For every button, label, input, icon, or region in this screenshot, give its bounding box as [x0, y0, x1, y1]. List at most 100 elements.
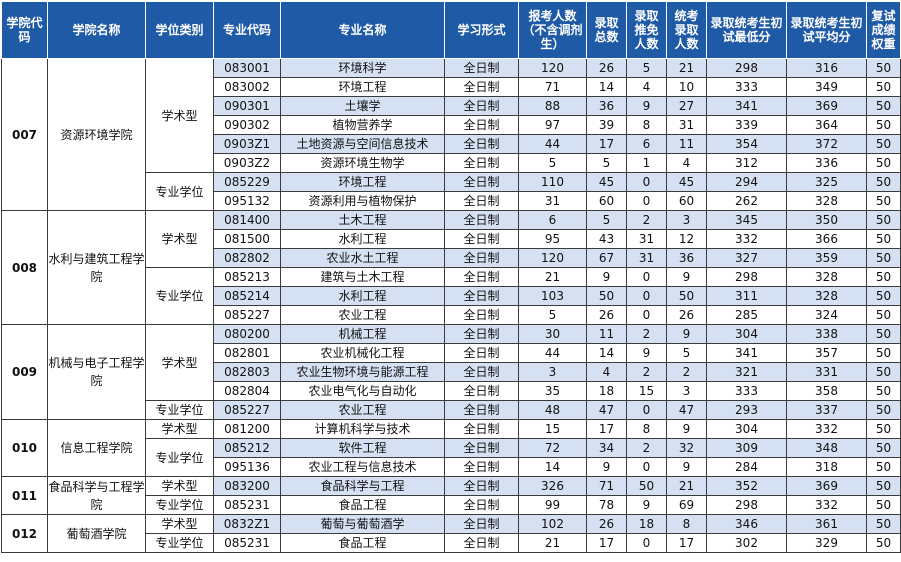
weight-cell: 50 — [866, 362, 901, 382]
major-name-cell: 农业电气化与自动化 — [280, 381, 445, 401]
exam-admitted-cell: 47 — [666, 400, 707, 420]
avg-score-cell: 364 — [786, 115, 867, 135]
admitted-total-cell: 11 — [586, 324, 627, 344]
study-form-cell: 全日制 — [444, 514, 519, 534]
table-row: 012 葡萄酒学院 学术型 0832Z1 葡萄与葡萄酒学 全日制 102 26 18 8 346 36… — [1, 514, 901, 553]
weight-cell: 50 — [866, 324, 901, 344]
recommended-cell: 2 — [626, 362, 667, 382]
exam-admitted-cell: 9 — [666, 267, 707, 287]
applicants-cell: 120 — [518, 248, 587, 268]
avg-score-cell: 324 — [786, 305, 867, 325]
admitted-total-cell: 67 — [586, 248, 627, 268]
major-name-cell: 土壤学 — [280, 96, 445, 116]
major-name-cell: 环境工程 — [280, 172, 445, 192]
avg-score-cell: 336 — [786, 153, 867, 173]
major-name-cell: 农业工程与信息技术 — [280, 457, 445, 477]
admitted-total-cell: 39 — [586, 115, 627, 135]
study-form-cell: 全日制 — [444, 362, 519, 382]
exam-admitted-cell: 3 — [666, 381, 707, 401]
table-body: 007 资源环境学院 学术型 083001 环境科学 全日制 120 26 5 21 298 316 5… — [1, 58, 901, 553]
min-score-cell: 304 — [706, 324, 787, 344]
degree-type: 学术型 — [145, 324, 214, 401]
exam-admitted-cell: 26 — [666, 305, 707, 325]
major-code-cell: 081400 — [213, 210, 281, 230]
exam-admitted-cell: 5 — [666, 343, 707, 363]
major-code-cell: 083001 — [213, 58, 281, 78]
recommended-cell: 50 — [626, 476, 667, 496]
table-row: 083002 环境工程 全日制 71 14 4 10 333 349 50 — [2, 77, 901, 97]
exam-admitted-cell: 60 — [666, 191, 707, 211]
min-score-cell: 298 — [706, 267, 787, 287]
recommended-cell: 0 — [626, 286, 667, 306]
table-row: 090302 植物营养学 全日制 97 39 8 31 339 364 50 — [2, 115, 901, 135]
major-name-cell: 农业生物环境与能源工程 — [280, 362, 445, 382]
table-row: 专业学位 085213 建筑与土木工程 全日制 21 9 0 9 298 328 50 — [2, 267, 901, 325]
avg-score-cell: 318 — [786, 457, 867, 477]
exam-admitted-cell: 9 — [666, 419, 707, 439]
major-code-cell: 081200 — [213, 419, 281, 439]
avg-score-cell: 338 — [786, 324, 867, 344]
header-degree-type: 学位类别 — [145, 1, 214, 59]
avg-score-cell: 349 — [786, 77, 867, 97]
major-code-cell: 090301 — [213, 96, 281, 116]
degree-type: 专业学位 — [145, 438, 214, 477]
table-row: 081500 水利工程 全日制 95 43 31 12 332 366 50 — [2, 229, 901, 249]
admitted-total-cell: 17 — [586, 134, 627, 154]
major-name-cell: 农业工程 — [280, 400, 445, 420]
applicants-cell: 71 — [518, 77, 587, 97]
exam-admitted-cell: 12 — [666, 229, 707, 249]
exam-admitted-cell: 17 — [666, 533, 707, 553]
weight-cell: 50 — [866, 400, 901, 420]
study-form-cell: 全日制 — [444, 457, 519, 477]
study-form-cell: 全日制 — [444, 400, 519, 420]
applicants-cell: 21 — [518, 267, 587, 287]
degree-type: 学术型 — [145, 58, 214, 173]
table-row: 007 资源环境学院 学术型 083001 环境科学 全日制 120 26 5 21 298 316 5… — [1, 58, 901, 211]
admitted-total-cell: 9 — [586, 267, 627, 287]
weight-cell: 50 — [866, 267, 901, 287]
recommended-cell: 0 — [626, 457, 667, 477]
admitted-total-cell: 14 — [586, 343, 627, 363]
min-score-cell: 298 — [706, 58, 787, 78]
major-name-cell: 农业机械化工程 — [280, 343, 445, 363]
recommended-cell: 0 — [626, 305, 667, 325]
table-row: 专业学位 085231 食品工程 全日制 21 17 0 17 302 329 50 — [2, 533, 901, 553]
admitted-total-cell: 26 — [586, 58, 627, 78]
college-code: 008 — [1, 210, 48, 325]
admitted-total-cell: 47 — [586, 400, 627, 420]
recommended-cell: 18 — [626, 514, 667, 534]
weight-cell: 50 — [866, 77, 901, 97]
major-name-cell: 植物营养学 — [280, 115, 445, 135]
admitted-total-cell: 34 — [586, 438, 627, 458]
major-code-cell: 085212 — [213, 438, 281, 458]
header-college-name: 学院名称 — [47, 1, 146, 59]
recommended-cell: 2 — [626, 324, 667, 344]
header-study-form: 学习形式 — [444, 1, 519, 59]
avg-score-cell: 366 — [786, 229, 867, 249]
table-row: 009 机械与电子工程学院 学术型 080200 机械工程 全日制 30 11 2 9 304 338… — [1, 324, 901, 420]
degree-type: 专业学位 — [145, 172, 214, 211]
major-code-cell: 080200 — [213, 324, 281, 344]
admitted-total-cell: 4 — [586, 362, 627, 382]
avg-score-cell: 361 — [786, 514, 867, 534]
study-form-cell: 全日制 — [444, 58, 519, 78]
recommended-cell: 15 — [626, 381, 667, 401]
degree-type: 专业学位 — [145, 495, 214, 515]
admitted-total-cell: 43 — [586, 229, 627, 249]
degree-type: 学术型 — [145, 419, 214, 439]
applicants-cell: 326 — [518, 476, 587, 496]
header-row: 学院代码 学院名称 学位类别 专业代码 专业名称 学习形式 报考人数（不含调剂生… — [1, 1, 901, 59]
recommended-cell: 1 — [626, 153, 667, 173]
avg-score-cell: 369 — [786, 476, 867, 496]
weight-cell: 50 — [866, 96, 901, 116]
min-score-cell: 311 — [706, 286, 787, 306]
applicants-cell: 99 — [518, 495, 587, 515]
applicants-cell: 120 — [518, 58, 587, 78]
study-form-cell: 全日制 — [444, 343, 519, 363]
avg-score-cell: 348 — [786, 438, 867, 458]
table-row: 095132 资源利用与植物保护 全日制 31 60 0 60 262 328 50 — [2, 191, 901, 211]
admitted-total-cell: 5 — [586, 153, 627, 173]
applicants-cell: 72 — [518, 438, 587, 458]
degree-type: 学术型 — [145, 514, 214, 534]
header-min-score: 录取统考生初试最低分 — [706, 1, 787, 59]
